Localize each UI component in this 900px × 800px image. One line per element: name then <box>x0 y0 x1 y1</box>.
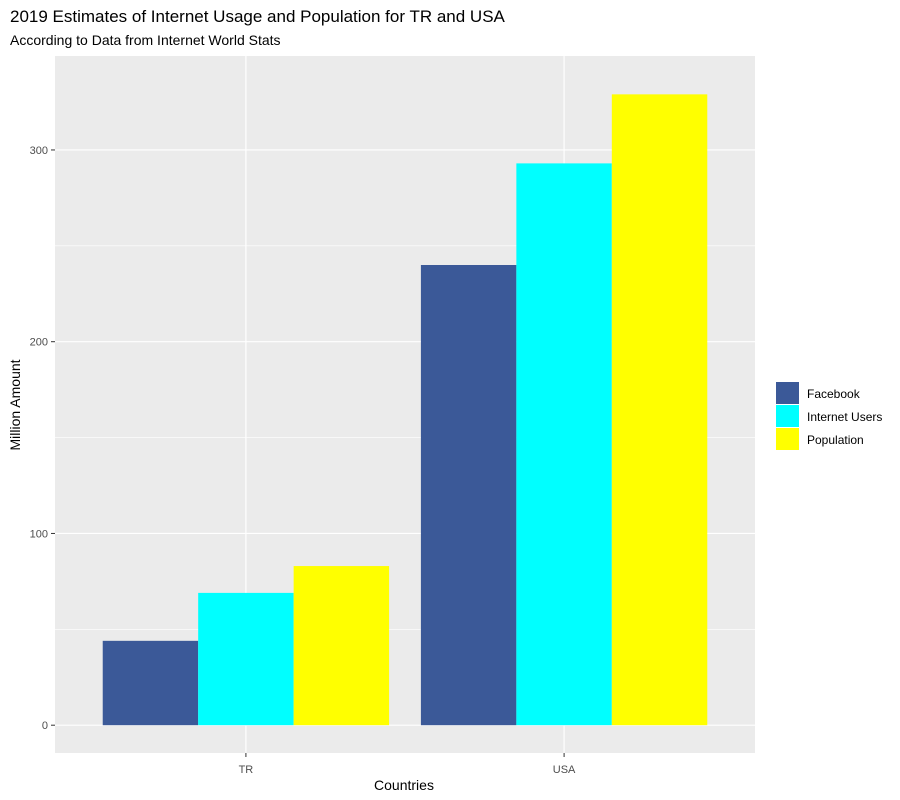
y-tick-label: 200 <box>30 337 48 349</box>
chart-subtitle: According to Data from Internet World St… <box>10 32 281 48</box>
bar <box>102 640 199 726</box>
legend-swatch <box>776 428 799 450</box>
x-tick-label: TR <box>239 764 254 776</box>
legend-label: Facebook <box>807 387 861 401</box>
legend-label: Population <box>807 433 864 447</box>
bar <box>611 94 708 726</box>
legend-swatch <box>776 382 799 404</box>
legend-swatch <box>776 405 799 427</box>
y-tick-label: 0 <box>42 720 48 732</box>
y-tick-label: 100 <box>30 528 48 540</box>
chart-title: 2019 Estimates of Internet Usage and Pop… <box>10 7 506 26</box>
x-tick-label: USA <box>553 764 576 776</box>
legend: Facebook Internet Users Population <box>776 382 882 450</box>
legend-label: Internet Users <box>807 410 882 424</box>
bar <box>293 566 390 726</box>
bar <box>198 592 294 726</box>
bar <box>516 163 612 726</box>
y-axis: 0 100 200 300 <box>30 145 55 732</box>
x-axis-title: Countries <box>374 777 434 793</box>
y-axis-title: Million Amount <box>7 359 23 450</box>
y-tick-label: 300 <box>30 145 48 157</box>
bars <box>102 94 708 726</box>
bar <box>420 265 517 726</box>
x-axis: TR USA <box>239 753 576 776</box>
